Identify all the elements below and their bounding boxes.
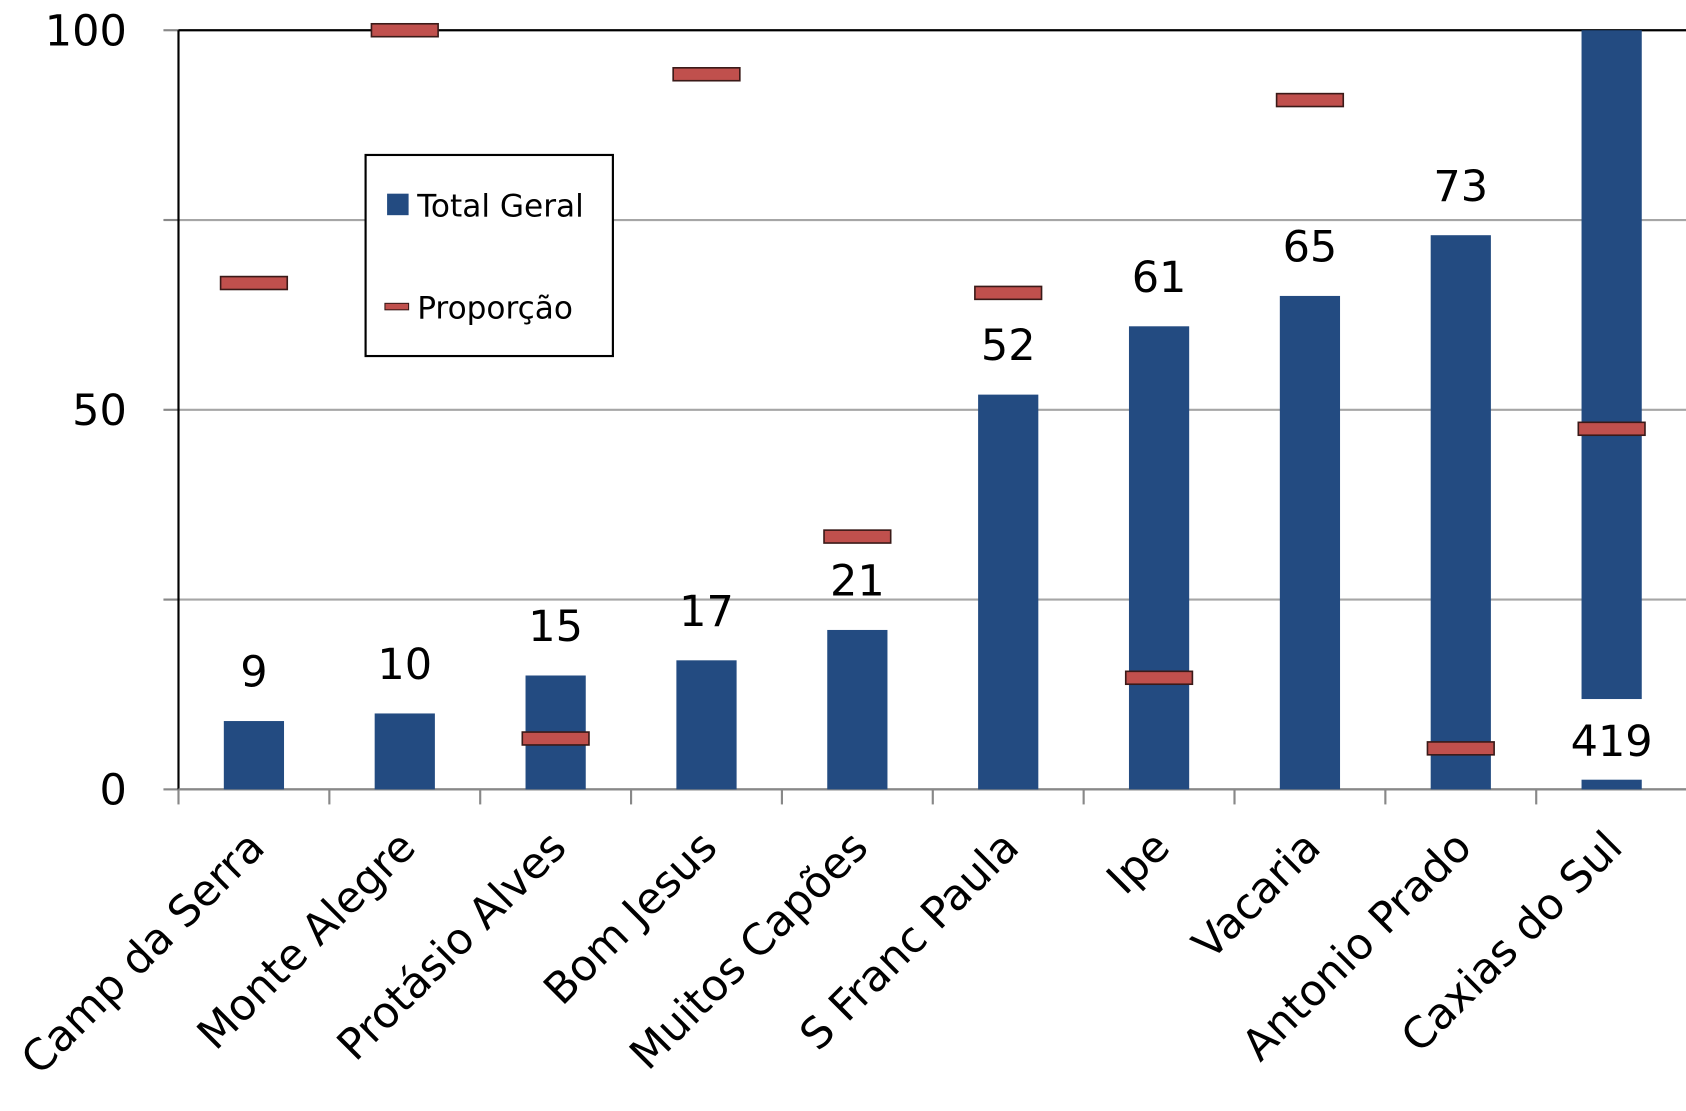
legend-box <box>364 153 614 358</box>
data-label: 419 <box>1571 717 1653 767</box>
bar <box>1279 295 1341 790</box>
marker <box>521 731 590 746</box>
bar <box>1581 30 1642 790</box>
bar <box>223 721 285 790</box>
bar-break <box>1579 699 1644 780</box>
x-tick-label: Vacaria <box>1183 822 1330 969</box>
data-label: 65 <box>1283 223 1338 273</box>
marker <box>370 22 439 38</box>
legend-label: Total Geral <box>416 188 584 224</box>
data-label: 15 <box>528 602 583 652</box>
legend-swatch <box>384 302 410 311</box>
data-label: 17 <box>679 587 734 637</box>
marker <box>672 67 741 82</box>
marker <box>219 275 289 291</box>
y-tick-label: 0 <box>100 765 127 815</box>
marker <box>1275 92 1345 108</box>
data-label: 9 <box>240 648 267 698</box>
bar <box>374 713 435 790</box>
data-label: 61 <box>1132 253 1187 303</box>
legend: Total Geral Proporção <box>364 153 614 358</box>
data-label: 52 <box>981 321 1036 371</box>
bar <box>676 660 737 790</box>
legend-label: Proporção <box>417 290 573 326</box>
x-tick-label: Ipe <box>1097 822 1179 904</box>
data-label: 73 <box>1433 162 1488 212</box>
bar <box>827 629 888 790</box>
marker <box>974 285 1043 301</box>
y-tick-label: 100 <box>45 6 127 56</box>
bar <box>1128 326 1190 790</box>
data-label: 21 <box>830 557 885 607</box>
data-label: 10 <box>377 640 432 690</box>
marker <box>1426 741 1495 756</box>
bar <box>1430 235 1491 790</box>
marker <box>1124 670 1194 686</box>
marker <box>823 529 892 544</box>
bar <box>978 394 1039 790</box>
legend-swatch <box>387 193 409 216</box>
y-tick-label: 50 <box>72 386 127 436</box>
marker <box>1577 421 1646 437</box>
